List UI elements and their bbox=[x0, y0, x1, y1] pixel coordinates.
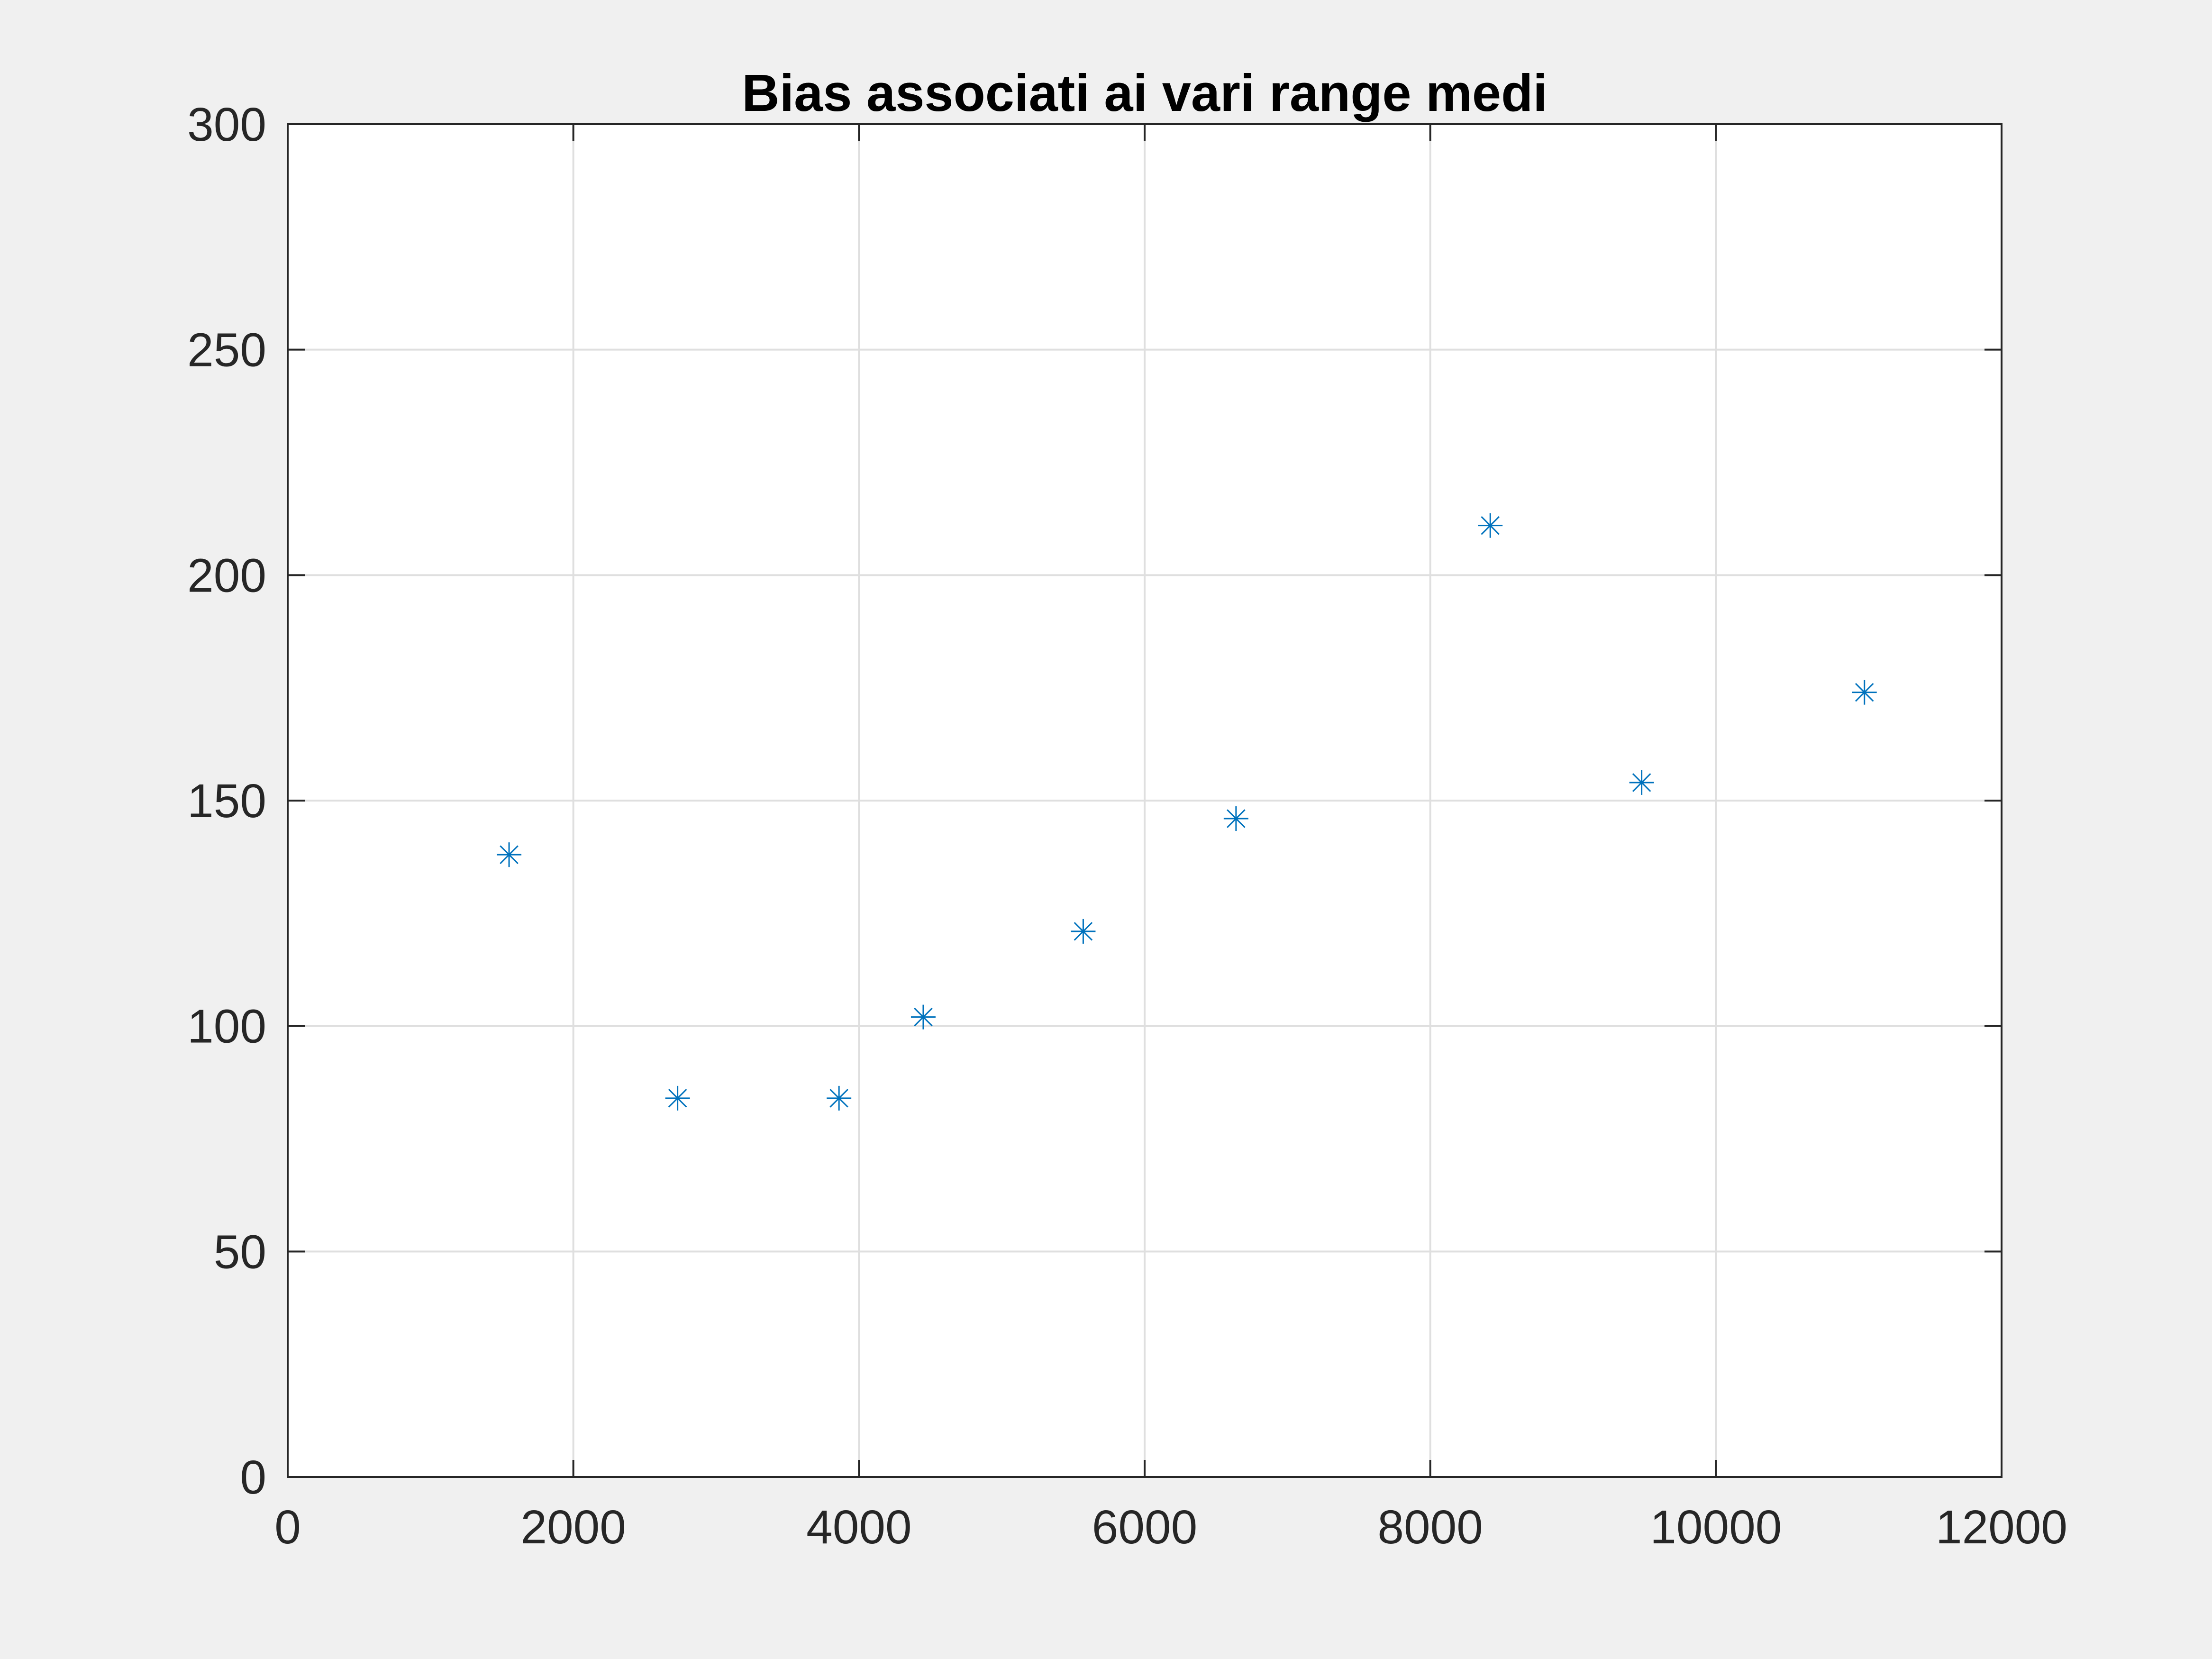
data-point bbox=[827, 1085, 852, 1111]
y-tick-label: 150 bbox=[187, 775, 266, 828]
y-tick-label: 50 bbox=[214, 1225, 266, 1278]
x-tick-label: 10000 bbox=[1650, 1501, 1782, 1554]
data-point bbox=[497, 842, 522, 867]
y-tick-label: 300 bbox=[187, 98, 266, 151]
asterisk-stroke bbox=[500, 845, 519, 864]
x-tick-label: 0 bbox=[274, 1501, 301, 1554]
y-tick-label: 250 bbox=[187, 324, 266, 377]
y-tick-label: 0 bbox=[240, 1451, 266, 1504]
chart-title: Bias associati ai vari range medi bbox=[742, 64, 1547, 122]
asterisk-stroke bbox=[1481, 516, 1500, 535]
asterisk-stroke bbox=[829, 1089, 848, 1108]
asterisk-stroke bbox=[1227, 809, 1246, 828]
data-point bbox=[1852, 680, 1877, 705]
x-tick-label: 6000 bbox=[1092, 1501, 1197, 1554]
data-point bbox=[1223, 806, 1248, 831]
data-point bbox=[910, 1004, 936, 1030]
data-markers bbox=[497, 513, 1877, 1111]
asterisk-stroke bbox=[914, 1007, 933, 1027]
ticks: 0 2000 4000 6000 8000 10000 12000 0 50 100 150 200 2… bbox=[187, 98, 2067, 1554]
data-point bbox=[1629, 770, 1654, 795]
data-point bbox=[1071, 919, 1096, 944]
y-tick-label: 100 bbox=[187, 1000, 266, 1053]
y-tick-label: 200 bbox=[187, 549, 266, 602]
data-point bbox=[1478, 513, 1503, 538]
x-tick-label: 2000 bbox=[520, 1501, 626, 1554]
asterisk-stroke bbox=[1632, 773, 1651, 792]
grid bbox=[288, 124, 2002, 1477]
x-tick-label: 12000 bbox=[1936, 1501, 2067, 1554]
x-tick-label: 8000 bbox=[1377, 1501, 1483, 1554]
asterisk-stroke bbox=[1074, 922, 1093, 941]
asterisk-stroke bbox=[668, 1089, 687, 1108]
x-tick-label: 4000 bbox=[806, 1501, 911, 1554]
asterisk-stroke bbox=[1855, 683, 1874, 702]
data-point bbox=[665, 1085, 690, 1111]
